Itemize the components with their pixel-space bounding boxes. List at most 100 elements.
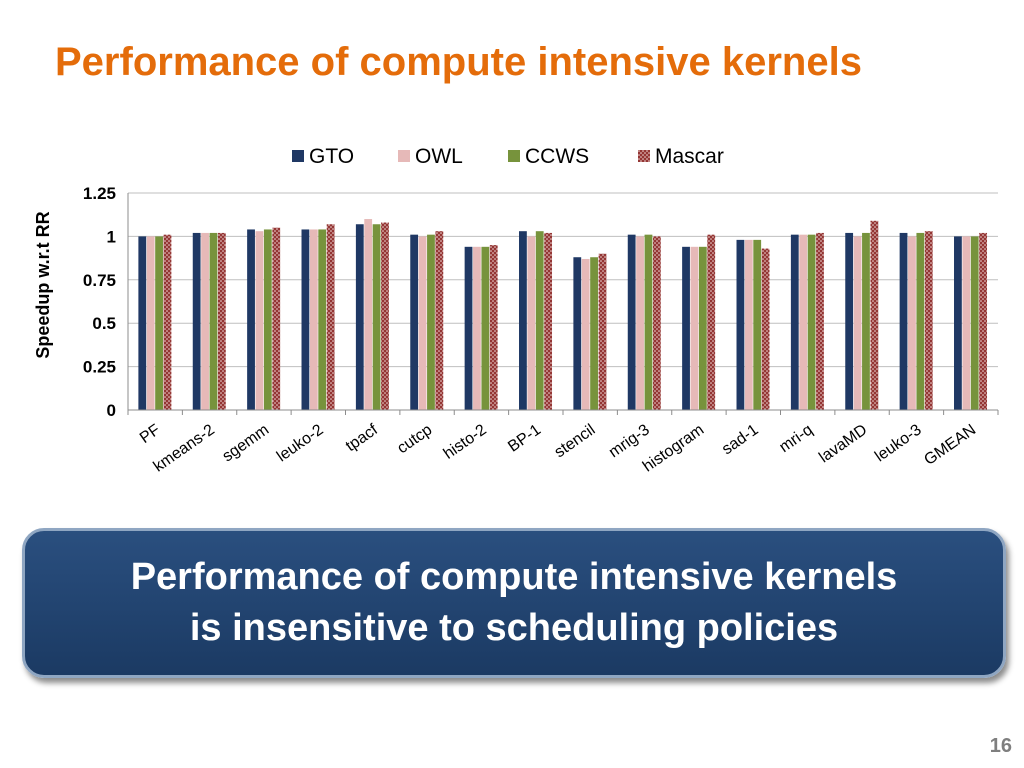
bar-gto-mri-q [790,234,799,410]
bar-ccws-sad-1 [753,239,762,410]
bar-mascar-histogram [707,234,716,410]
bar-owl-kmeans-2 [201,232,209,410]
legend-swatch-mascar [638,150,650,162]
bar-mascar-pf [163,234,172,410]
bar-ccws-kmeans-2 [209,232,218,410]
bar-mascar-leuko-3 [924,231,933,410]
y-axis-label: Speedup w.r.t RR [33,211,53,358]
legend-swatch-ccws [508,150,520,162]
bar-ccws-leuko-3 [916,232,925,410]
bar-gto-leuko-2 [301,229,310,410]
x-tick-label: mrig-3 [606,421,653,461]
page-number: 16 [989,735,1012,757]
bar-owl-histogram [690,246,699,410]
x-tick-label: PF [137,421,164,447]
bar-gto-gmean [954,236,962,410]
bar-owl-leuko-2 [309,229,318,410]
bar-ccws-histogram [698,246,707,410]
bar-ccws-mri-q [807,234,816,410]
bar-ccws-sgemm [263,229,272,410]
bar-mascar-sad-1 [761,248,770,410]
bar-owl-gmean [962,236,971,410]
bar-gto-cutcp [410,234,419,410]
bar-gto-sgemm [247,229,255,410]
bar-owl-pf [146,236,155,410]
bar-mascar-cutcp [435,231,444,410]
x-tick-label: stencil [552,421,599,461]
bar-owl-stencil [581,258,590,410]
bar-gto-histo-2 [464,246,473,410]
bar-gto-tpacf [355,224,364,410]
bar-gto-bp-1 [519,231,527,410]
legend-swatch-gto [292,150,304,162]
slide-title: Performance of compute intensive kernels [55,40,862,84]
bar-owl-tpacf [364,219,373,410]
legend: GTO OWL CCWS Mascar [292,145,724,168]
x-tick-label: mri-q [776,421,816,456]
bar-gto-stencil [573,257,582,410]
bar-mascar-gmean [979,232,988,410]
y-tick-label: 1.25 [83,184,116,203]
bar-mascar-kmeans-2 [217,232,226,410]
callout-text: Performance of compute intensive kernels… [131,552,898,655]
bar-mascar-tpacf [381,222,389,410]
bar-owl-bp-1 [527,236,536,410]
bar-owl-cutcp [418,236,427,410]
bar-mascar-leuko-2 [326,224,335,410]
x-tick-label: leuko-2 [274,421,327,465]
bar-mascar-bp-1 [544,232,553,410]
callout-box: Performance of compute intensive kernels… [22,528,1006,678]
x-tick-label: kmeans-2 [151,421,218,475]
y-tick-labels: 0 0.25 0.5 0.75 1 1.25 [83,184,116,420]
bars [138,219,988,410]
bar-ccws-histo-2 [481,246,490,410]
bar-gto-pf [138,236,147,410]
bar-owl-sgemm [255,231,264,410]
legend-label-owl: OWL [415,145,463,168]
x-tick-label: BP-1 [505,421,544,455]
legend-label-ccws: CCWS [525,145,589,168]
y-tick-label: 0.75 [83,271,116,290]
y-tick-label: 0 [107,401,116,420]
bar-owl-histo-2 [473,246,481,410]
callout-line-2: is insensitive to scheduling policies [189,607,839,649]
y-tick-label: 0.5 [92,314,116,333]
bar-owl-leuko-3 [908,236,916,410]
x-tick-label: GMEAN [921,421,979,469]
bar-ccws-lavamd [862,232,870,410]
legend-label-gto: GTO [309,145,354,168]
bar-mascar-mri-q [816,232,824,410]
bar-owl-mri-q [799,234,808,410]
bar-gto-kmeans-2 [192,232,201,410]
y-tick-label: 0.25 [83,358,116,377]
bar-ccws-stencil [590,257,598,410]
bar-mascar-lavamd [870,220,879,410]
x-tick-label: cutcp [394,421,435,457]
x-tick-label: histo-2 [441,421,490,463]
bar-ccws-cutcp [427,234,435,410]
x-tick-label: histogram [640,421,707,475]
bar-ccws-mrig-3 [644,234,653,410]
bar-owl-mrig-3 [636,236,644,410]
y-tick-label: 1 [107,227,116,246]
bar-mascar-stencil [598,253,607,410]
x-tick-label: sad-1 [719,421,762,458]
bar-gto-mrig-3 [627,234,636,410]
bar-ccws-leuko-2 [318,229,327,410]
bar-ccws-tpacf [372,224,381,410]
axes [127,193,999,415]
legend-swatch-owl [398,150,410,162]
bar-ccws-gmean [970,236,979,410]
bar-mascar-sgemm [272,227,281,410]
bar-mascar-histo-2 [489,245,498,410]
x-tick-label: sgemm [220,421,273,465]
bar-ccws-pf [155,236,163,410]
x-tick-label: lavaMD [816,421,870,466]
bar-gto-lavamd [845,232,854,410]
bar-gto-sad-1 [736,239,745,410]
legend-label-mascar: Mascar [655,145,724,168]
bar-owl-lavamd [853,236,862,410]
bar-ccws-bp-1 [535,231,544,410]
